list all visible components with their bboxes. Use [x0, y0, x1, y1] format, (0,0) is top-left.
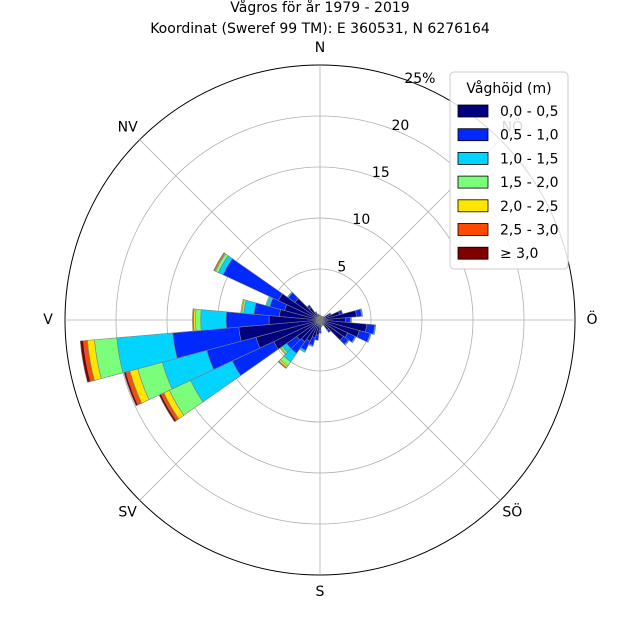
- grid-spoke: [139, 139, 321, 321]
- legend: Våghöjd (m) 0,0 - 0,5 0,5 - 1,0 1,0 - 1,5 1,…: [449, 71, 569, 270]
- direction-label: SÖ: [502, 502, 522, 520]
- direction-label: S: [316, 584, 325, 600]
- legend-entry: 2,0 - 2,5: [500, 199, 558, 215]
- bar-segment: [240, 299, 245, 314]
- legend-entry: 0,5 - 1,0: [500, 128, 558, 144]
- bar-segment: [195, 308, 202, 332]
- polar-grid: [64, 64, 576, 576]
- direction-label: NV: [118, 120, 138, 136]
- bar-segment: [351, 335, 357, 344]
- legend-entry: 1,5 - 2,0: [500, 175, 558, 191]
- bar-segment: [366, 333, 372, 343]
- ring-tick-label: 25%: [404, 71, 435, 87]
- legend-swatch: [457, 104, 489, 118]
- direction-label: V: [43, 312, 53, 328]
- bar-segment: [213, 252, 226, 272]
- ring-tick-label: 10: [352, 212, 370, 228]
- bar-segment: [314, 311, 317, 314]
- bar-segment: [192, 308, 195, 332]
- bars: [79, 252, 377, 423]
- legend-entry: 2,5 - 3,0: [500, 223, 558, 239]
- bar-segment: [344, 339, 350, 346]
- chart-title: Vågros för år 1979 - 2019: [230, 0, 409, 16]
- ring-tick-label: 5: [337, 259, 346, 275]
- bar-segment: [345, 317, 351, 323]
- bar-segment: [200, 309, 227, 331]
- grid-spoke: [319, 319, 501, 501]
- direction-label: Ö: [586, 310, 597, 328]
- legend-entry: ≥ 3,0: [500, 246, 538, 262]
- legend-swatch: [457, 175, 489, 189]
- legend-entry: 1,0 - 1,5: [500, 151, 558, 167]
- legend-swatch: [457, 223, 489, 236]
- bar-segment: [306, 304, 312, 310]
- legend-entry: 0,0 - 0,5: [500, 104, 558, 120]
- direction-label: SV: [118, 504, 137, 520]
- bar-segment: [360, 308, 364, 317]
- bar-segment: [277, 360, 288, 369]
- legend-frame: [449, 71, 569, 270]
- chart-subtitle: Koordinat (Sweref 99 TM): E 360531, N 62…: [150, 21, 490, 37]
- bar-segment: [321, 323, 324, 326]
- legend-swatch: [457, 151, 489, 165]
- ring-tick-label: 15: [372, 165, 390, 181]
- ring-labels: 5 10 15 20 25%: [337, 71, 435, 275]
- bar-segment: [222, 258, 283, 302]
- bar-segment: [326, 328, 332, 333]
- bar-segment: [286, 291, 294, 299]
- legend-swatch: [457, 199, 489, 213]
- legend-swatch: [457, 128, 489, 142]
- bar-segment: [350, 316, 352, 324]
- legend-swatch: [457, 246, 489, 260]
- legend-title: Våghöjd (m): [466, 80, 551, 97]
- bar-segment: [79, 340, 91, 383]
- direction-label: N: [315, 40, 325, 56]
- bar-segment: [318, 314, 321, 321]
- ring-tick-label: 20: [391, 118, 409, 134]
- bar-segment: [372, 324, 377, 335]
